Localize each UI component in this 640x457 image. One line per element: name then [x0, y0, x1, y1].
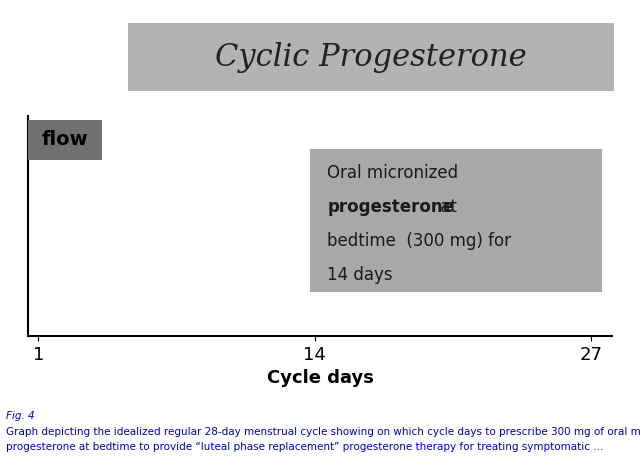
Text: at: at	[435, 198, 456, 216]
FancyBboxPatch shape	[28, 120, 102, 159]
Text: progesterone: progesterone	[328, 198, 454, 216]
Text: 14 days: 14 days	[328, 266, 393, 284]
Text: Fig. 4: Fig. 4	[6, 411, 35, 421]
Text: bedtime  (300 mg) for: bedtime (300 mg) for	[328, 232, 511, 250]
X-axis label: Cycle days: Cycle days	[267, 369, 373, 387]
FancyBboxPatch shape	[310, 149, 602, 292]
Text: progesterone at bedtime to provide “luteal phase replacement” progesterone thera: progesterone at bedtime to provide “lute…	[6, 442, 604, 452]
Text: flow: flow	[42, 130, 88, 149]
Text: Graph depicting the idealized regular 28-day menstrual cycle showing on which cy: Graph depicting the idealized regular 28…	[6, 427, 640, 437]
Text: Cyclic Progesterone: Cyclic Progesterone	[216, 42, 527, 73]
Text: Oral micronized: Oral micronized	[328, 164, 459, 182]
